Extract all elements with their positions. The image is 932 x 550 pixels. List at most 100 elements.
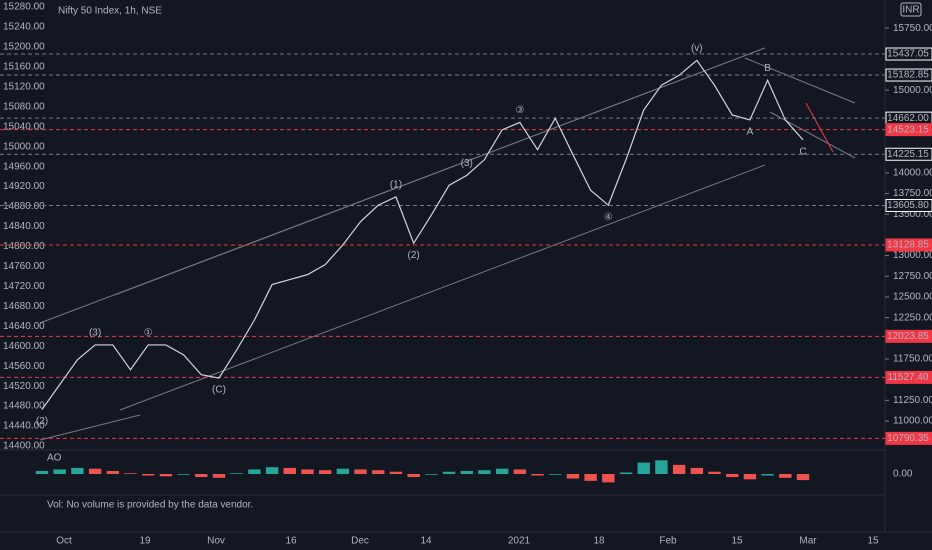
- ao-bar: [602, 474, 615, 483]
- ao-bar: [159, 474, 173, 477]
- wave-label: (C): [212, 385, 226, 396]
- y-tick-label: 15280.00: [3, 2, 45, 13]
- ao-bar: [88, 468, 102, 474]
- wave-label: (3): [461, 158, 473, 169]
- channel-line: [114, 47, 766, 296]
- wave-label: ①: [144, 328, 153, 339]
- wave-label: (3): [89, 328, 101, 339]
- price-tag-label: 13128.85: [887, 240, 929, 251]
- y-tick-label: 14840.00: [3, 221, 45, 232]
- wave-label: B: [764, 63, 771, 74]
- ao-tick-label: 0.00: [893, 469, 913, 480]
- x-tick-label: Nov: [207, 536, 225, 547]
- y2-tick-label: 11250.00: [893, 395, 932, 406]
- x-tick-label: Mar: [799, 536, 817, 547]
- y-tick-label: 14480.00: [3, 401, 45, 412]
- y-tick-label: 14920.00: [3, 181, 45, 192]
- x-tick-label: 14: [420, 536, 432, 547]
- y-tick-label: 15160.00: [3, 61, 45, 72]
- price-tag: [885, 47, 932, 61]
- ao-bar: [708, 471, 721, 474]
- ao-bar: [566, 474, 580, 479]
- ao-bar: [407, 474, 420, 478]
- y2-tick-label: 14000.00: [893, 168, 932, 179]
- y2-tick-label: 15750.00: [893, 23, 932, 34]
- price-line: [41, 59, 804, 410]
- y2-tick-label: 15000.00: [893, 85, 932, 96]
- ao-bar: [71, 467, 84, 474]
- y-tick-label: 15120.00: [3, 81, 45, 92]
- ao-bar: [425, 474, 438, 475]
- ao-bar: [177, 474, 190, 475]
- currency-badge[interactable]: [900, 2, 922, 17]
- price-tag: [885, 123, 932, 137]
- y-tick-label: 14800.00: [3, 241, 45, 252]
- y-tick-label: 14520.00: [3, 381, 45, 392]
- price-tag-label: 11527.40: [888, 372, 929, 383]
- price-tag: [885, 198, 932, 212]
- wave-label: ③: [515, 105, 524, 116]
- y-tick-label: 15240.00: [3, 22, 45, 33]
- wave-label: C: [799, 146, 806, 157]
- projection-line: [805, 102, 834, 153]
- ao-bar: [619, 472, 633, 474]
- ao-bar: [478, 470, 491, 474]
- y-tick-label: 15000.00: [3, 141, 45, 152]
- ao-bar: [796, 474, 810, 481]
- ao-bar: [301, 469, 314, 474]
- ao-bar: [637, 462, 650, 474]
- ao-bar: [655, 460, 668, 474]
- price-tag: [885, 147, 932, 161]
- price-tag: [885, 329, 932, 343]
- ao-bar: [584, 474, 597, 481]
- price-tag-label: 14225.15: [887, 149, 929, 160]
- y-tick-label: 14760.00: [3, 261, 45, 272]
- x-tick-label: Feb: [659, 536, 677, 547]
- price-tag-label: 13605.80: [887, 200, 929, 211]
- price-tag-label: 15437.05: [887, 49, 929, 60]
- price-tag: [885, 431, 932, 445]
- y2-tick-label: 11750.00: [893, 354, 932, 365]
- indicator-label: AO: [47, 453, 62, 464]
- y2-tick-label: 13000.00: [893, 250, 932, 261]
- price-tag-label: 14523.15: [887, 124, 929, 135]
- wave-label: (2): [36, 416, 48, 427]
- y-tick-label: 14400.00: [3, 441, 45, 452]
- price-tag-label: 10790.35: [887, 433, 929, 444]
- ao-bar: [230, 473, 243, 474]
- ao-bar: [531, 474, 544, 476]
- y2-tick-label: 12250.00: [893, 312, 932, 323]
- ao-bar: [283, 467, 296, 474]
- x-tick-label: 18: [593, 536, 605, 547]
- ao-bar: [124, 473, 137, 474]
- channel-line: [119, 164, 766, 411]
- ao-bar: [460, 470, 473, 474]
- x-tick-label: 16: [285, 536, 297, 547]
- ao-bar: [195, 474, 208, 478]
- price-tag-label: 12023.85: [887, 331, 929, 342]
- x-tick-label: Oct: [56, 536, 72, 547]
- currency: INR: [902, 5, 919, 16]
- x-tick-label: Dec: [351, 536, 369, 547]
- x-tick-label: 15: [867, 536, 879, 547]
- ao-bar: [372, 470, 385, 474]
- ao-bar: [442, 471, 456, 474]
- channel-line: [769, 111, 856, 159]
- y-tick-label: 15040.00: [3, 121, 45, 132]
- price-tag: [885, 238, 932, 252]
- y2-tick-label: 12750.00: [893, 271, 932, 282]
- y2-tick-label: 12500.00: [893, 292, 932, 303]
- ao-bar: [549, 474, 562, 475]
- wave-label: (v): [691, 43, 703, 54]
- ao-bar: [761, 474, 774, 476]
- price-tag-label: 14662.00: [887, 113, 929, 124]
- wave-label: ④: [604, 212, 613, 223]
- y2-tick-label: 13750.00: [893, 188, 932, 199]
- y-tick-label: 14560.00: [3, 361, 45, 372]
- x-tick-label: 15: [731, 536, 743, 547]
- ao-bar: [495, 468, 509, 474]
- y-tick-label: 14960.00: [3, 161, 45, 172]
- ao-bar: [141, 474, 155, 476]
